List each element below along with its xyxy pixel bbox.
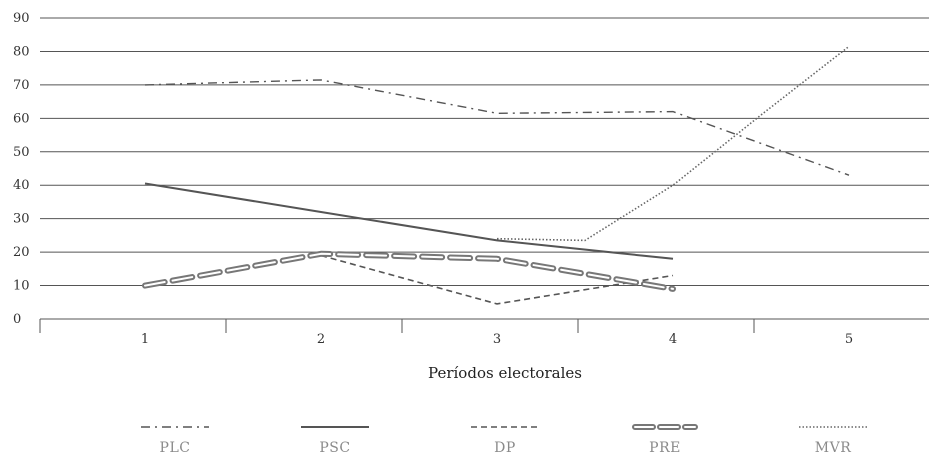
x-tick-label: 5 (845, 332, 853, 347)
legend-label-plc: PLC (160, 440, 191, 454)
series-line-pre (142, 250, 676, 292)
x-tick-label: 1 (141, 332, 149, 347)
y-tick-label: 80 (13, 44, 30, 59)
x-tick-label: 3 (493, 332, 501, 347)
y-axis-ticks: 0 10 20 30 40 50 60 70 80 90 (13, 11, 30, 327)
legend-label-pre: PRE (649, 440, 681, 454)
y-tick-label: 10 (13, 279, 30, 294)
series-line-plc (144, 79, 850, 176)
y-tick-label: 50 (13, 145, 30, 160)
series-line-mvr (496, 45, 850, 242)
y-tick-label: 60 (13, 111, 30, 126)
y-tick-label: 40 (13, 178, 30, 193)
legend: PLC PSC DP PRE MVR (141, 424, 867, 454)
gridlines (40, 17, 929, 320)
y-tick-label: 20 (13, 245, 30, 260)
x-tick-label: 4 (669, 332, 677, 347)
x-axis-ticks: 1 2 3 4 5 (141, 332, 853, 347)
x-tick-label: 2 (317, 332, 325, 347)
legend-label-mvr: MVR (815, 440, 852, 454)
legend-label-dp: DP (494, 440, 516, 454)
series-line-dp (320, 254, 674, 305)
series-lines (142, 45, 850, 305)
x-axis-title: Períodos electorales (428, 364, 582, 382)
axes (39, 319, 755, 333)
y-tick-label: 70 (13, 78, 30, 93)
series-line-pre-inner (144, 252, 674, 290)
y-tick-label: 90 (13, 11, 30, 26)
legend-label-psc: PSC (319, 440, 350, 454)
y-tick-label: 30 (13, 212, 30, 227)
y-tick-label: 0 (13, 312, 21, 327)
series-line-psc (144, 182, 674, 260)
